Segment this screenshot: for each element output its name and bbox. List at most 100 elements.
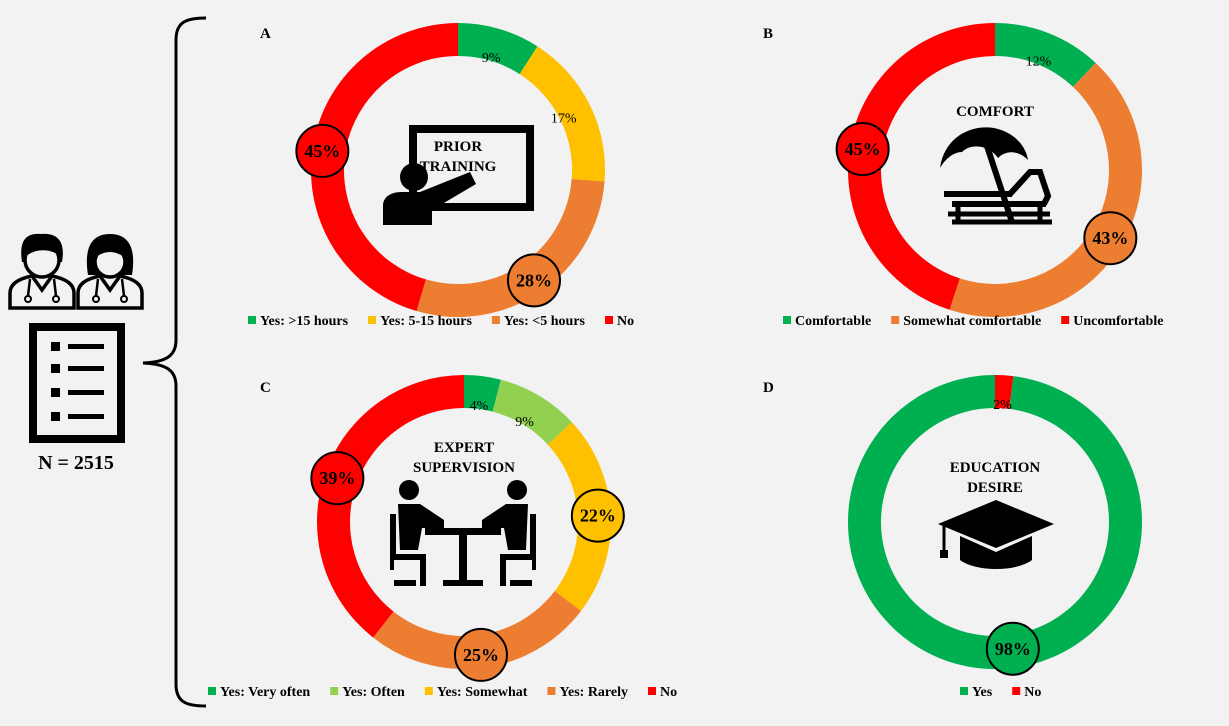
callout-yes-5-hours: 28% [506, 253, 561, 308]
legend: Yes: Very often Yes: Often Yes: Somewhat Ye… [208, 685, 677, 700]
legend-swatch [424, 687, 433, 695]
center-title: EDUCATION DESIRE [950, 460, 1041, 496]
legend-label: Yes: >15 hours [260, 314, 349, 329]
center-title-line: EXPERT [434, 440, 494, 456]
donut-slice-no [995, 375, 1014, 409]
legend-label: Comfortable [795, 314, 871, 329]
donut-ring [847, 375, 1142, 670]
slice-value-label: 28% [516, 270, 552, 290]
slice-value-label: 2% [993, 398, 1012, 413]
legend-item-comfortable: Comfortable [783, 314, 871, 329]
legend-label: Yes [972, 685, 993, 700]
center-title-line: SUPERVISION [413, 460, 515, 476]
donut-slice-comfortable [995, 23, 1096, 87]
legend-item-yes-5-hours: Yes: <5 hours [491, 314, 586, 329]
slice-value-label: 17% [551, 112, 577, 127]
legend: Comfortable Somewhat comfortable Uncomfort… [783, 314, 1163, 329]
legend-label: Yes: Rarely [559, 685, 628, 700]
legend-item-yes-15-hours: Yes: >15 hours [248, 314, 349, 329]
callout-circle [310, 451, 365, 506]
legend-label: Somewhat comfortable [903, 314, 1041, 329]
slice-value-label: 22% [580, 506, 616, 526]
slice-value-label: 98% [995, 639, 1031, 659]
donut-slice-yes-often [492, 379, 572, 445]
center-title: PRIOR TRAINING [420, 139, 497, 175]
legend: Yes No [960, 685, 1041, 700]
curly-brace [142, 16, 207, 708]
callout-circle [570, 488, 625, 543]
slice-value-label: 4% [470, 399, 489, 414]
slice-value-label: 12% [1026, 54, 1052, 69]
legend-item-yes-very-often: Yes: Very often [208, 685, 310, 700]
legend-swatch [368, 316, 377, 324]
legend-item-no: No [648, 685, 677, 700]
panel-a-prior-training: A PRIOR TRAINING 9% 17% 28% 45% Yes: >15 hou… [248, 23, 634, 329]
legend-swatch [208, 687, 216, 695]
legend-item-no: No [605, 314, 634, 329]
panel-b-comfort: B COMFORT 12% 43% 45% Comfortable Somewhat … [763, 22, 1163, 329]
legend: Yes: >15 hours Yes: 5-15 hours Yes: <5 hou… [248, 314, 634, 329]
panel-letter: D [763, 380, 774, 396]
slice-value-label: 9% [482, 51, 501, 66]
callout-circle [506, 253, 561, 308]
left-summary: N = 2515 [8, 233, 144, 474]
legend-item-yes-often: Yes: Often [330, 685, 405, 700]
legend-label: No [617, 314, 634, 329]
donut-slice-yes-rarely [373, 591, 581, 669]
legend-swatch [491, 316, 500, 324]
legend-item-no: No [1012, 685, 1041, 700]
callout-yes-rarely: 25% [453, 627, 508, 682]
legend-label: Yes: Often [342, 685, 405, 700]
legend-swatch [1012, 687, 1021, 695]
legend-label: Yes: 5-15 hours [380, 314, 472, 329]
legend-swatch [891, 316, 900, 324]
callout-yes-somewhat: 22% [570, 488, 625, 543]
female-doctor-icon [76, 234, 144, 310]
panel-letter: C [260, 380, 271, 396]
slice-labels: 2% 98% [985, 398, 1040, 676]
slice-labels: 9% 17% 28% 45% [295, 51, 577, 308]
slice-labels: 4% 9% 22% 25% 39% [310, 399, 625, 682]
center-title-line: DESIRE [967, 480, 1023, 496]
presentation-teacher-icon [383, 125, 534, 225]
legend-label: Uncomfortable [1073, 314, 1163, 329]
panel-letter: A [260, 26, 271, 42]
callout-yes: 98% [985, 621, 1040, 676]
legend-label: Yes: <5 hours [504, 314, 586, 329]
legend-swatch [547, 687, 556, 695]
legend-swatch [605, 316, 613, 324]
slice-value-label: 39% [319, 468, 355, 488]
panel-letter: B [763, 26, 773, 42]
slice-value-label: 9% [515, 415, 534, 430]
legend-swatch [248, 316, 256, 324]
legend-label: Yes: Very often [220, 685, 310, 700]
slice-value-label: 45% [304, 141, 340, 161]
legend-item-yes: Yes [960, 685, 993, 700]
center-title-line: EDUCATION [950, 460, 1041, 476]
legend-label: No [1024, 685, 1041, 700]
donut-slice-uncomfortable [848, 22, 995, 310]
callout-circle [453, 627, 508, 682]
legend-item-somewhat-comfortable: Somewhat comfortable [891, 314, 1041, 329]
panel-d-education-desire: D EDUCATION DESIRE 2% 98% Yes No [763, 375, 1142, 700]
callout-circle [1083, 211, 1138, 266]
center-title-line: PRIOR [434, 139, 483, 155]
center-title: EXPERT SUPERVISION [413, 440, 515, 476]
callout-circle [835, 122, 890, 177]
slice-labels: 12% 43% 45% [835, 54, 1138, 266]
center-title-line: TRAINING [420, 159, 497, 175]
panel-c-expert-supervision: C EXPERT SUPERVISION 4% 9% 22% 25% 39% Yes: V… [208, 375, 677, 700]
legend-item-yes-somewhat: Yes: Somewhat [424, 685, 528, 700]
callout-circle [295, 123, 350, 178]
donut-slice-yes-very-often [464, 375, 501, 412]
donut-slice-yes-5-15-hours [519, 46, 605, 182]
legend-swatch [330, 687, 339, 695]
donut-slice-no [311, 23, 458, 312]
legend-item-uncomfortable: Uncomfortable [1061, 314, 1163, 329]
beach-chair-umbrella-icon [940, 127, 1052, 225]
legend-item-yes-5-15-hours: Yes: 5-15 hours [368, 314, 472, 329]
legend-label: No [660, 685, 677, 700]
legend-swatch [783, 316, 791, 324]
callout-no: 39% [310, 451, 365, 506]
